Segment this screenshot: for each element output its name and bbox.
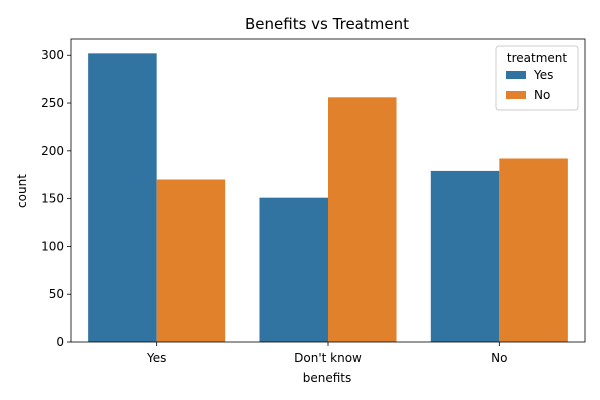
bar	[499, 158, 568, 342]
bar	[156, 179, 226, 342]
legend-swatch	[506, 91, 526, 99]
bar	[259, 197, 328, 342]
bar	[430, 170, 500, 342]
x-axis: Yes Don't know No	[146, 342, 507, 365]
y-tick-label: 300	[41, 48, 64, 62]
y-axis: 0 50 100 150 200 250 300	[41, 48, 71, 349]
x-axis-label: benefits	[303, 371, 352, 385]
y-tick-label: 50	[49, 287, 64, 301]
y-tick-label: 150	[41, 192, 64, 206]
bar	[328, 97, 397, 342]
x-tick-label: No	[491, 351, 507, 365]
legend: treatment Yes No	[495, 45, 579, 111]
y-tick-label: 250	[41, 96, 64, 110]
x-tick-label: Yes	[146, 351, 166, 365]
legend-label: No	[534, 88, 550, 102]
y-tick-label: 0	[56, 335, 64, 349]
x-tick-label: Don't know	[294, 351, 362, 365]
legend-title: treatment	[507, 51, 567, 65]
y-tick-label: 100	[41, 239, 64, 253]
y-axis-label: count	[15, 174, 29, 208]
legend-swatch	[506, 71, 526, 79]
legend-label: Yes	[533, 68, 553, 82]
y-tick-label: 200	[41, 144, 64, 158]
bar	[88, 53, 157, 343]
chart-title: Benefits vs Treatment	[245, 15, 409, 33]
plot-area	[70, 38, 586, 343]
